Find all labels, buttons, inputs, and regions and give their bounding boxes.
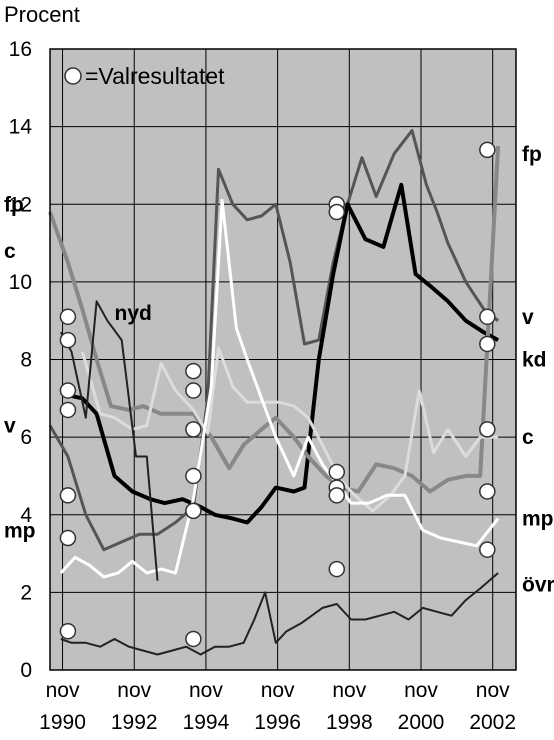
plot-border (49, 48, 517, 671)
election-point (185, 382, 202, 399)
series-line-v (63, 182, 500, 525)
election-point (59, 331, 77, 349)
grid (50, 49, 516, 670)
x-tick-month: nov (46, 679, 80, 702)
election-point (328, 203, 346, 221)
election-point (59, 487, 77, 504)
election-point (59, 401, 77, 419)
x-tick-year: 1990 (39, 711, 86, 734)
right-series-label: v (522, 306, 534, 329)
series-lines (48, 129, 501, 656)
left-series-label: v (4, 414, 16, 437)
election-point (479, 308, 496, 326)
series-line-ovr (60, 572, 499, 656)
x-tick-month: nov (404, 679, 438, 702)
series-line-fp (48, 129, 500, 552)
y-tick-label: 10 (9, 271, 32, 294)
right-series-label: övr (522, 574, 554, 597)
right-series-label: fp (522, 143, 542, 166)
x-tick-year: 2002 (469, 711, 516, 734)
x-tick-month: nov (261, 679, 295, 702)
y-tick-label: 4 (20, 504, 32, 527)
x-tick-year: 1996 (254, 711, 301, 734)
y-tick-label: 16 (9, 38, 32, 61)
x-tick-month: nov (332, 679, 366, 702)
x-tick-month: nov (189, 679, 223, 702)
y-tick-label: 12 (9, 193, 32, 216)
election-point (479, 335, 496, 353)
legend: =Valresultatet (64, 63, 225, 89)
y-tick-label: 2 (20, 581, 32, 604)
left-series-label: fp (4, 193, 24, 216)
election-point (59, 308, 77, 326)
right-series-label: kd (522, 349, 547, 372)
election-point (328, 487, 346, 504)
x-tick-year: 2000 (398, 711, 445, 734)
election-point (479, 541, 496, 558)
y-tick-label: 14 (9, 116, 33, 139)
y-ticks: 0 2 4 6 8 10 12 14 16 (9, 38, 33, 682)
legend-marker (64, 67, 82, 85)
x-tick-year: 1998 (326, 711, 373, 734)
series-labels: fp c v mp fp v kd c mp övr nyd (4, 143, 554, 597)
election-point (185, 421, 202, 438)
legend-label: =Valresultatet (85, 63, 225, 89)
series-line-kd (80, 346, 499, 513)
right-series-label: mp (522, 508, 554, 531)
x-tick-year: 1992 (111, 711, 158, 734)
election-point (59, 382, 77, 399)
election-point (185, 467, 202, 485)
x-tick-month: nov (476, 679, 510, 702)
election-point (185, 362, 202, 380)
election-point (185, 502, 202, 520)
series-line-nyd (59, 300, 159, 581)
x-tick-year: 1994 (183, 711, 230, 734)
x-ticks: nov 1990 nov 1992 nov 1994 nov 1996 nov 1998 nov 20… (39, 679, 516, 734)
election-point (185, 630, 202, 648)
left-series-label: mp (4, 519, 36, 542)
election-point (479, 483, 496, 500)
election-point (328, 463, 346, 481)
y-tick-label: 6 (20, 426, 32, 449)
election-result-markers (59, 141, 496, 648)
election-point (479, 141, 496, 159)
left-series-label: c (4, 240, 16, 263)
y-tick-label: 0 (20, 659, 32, 682)
election-point (328, 560, 346, 578)
right-series-label: c (522, 426, 534, 449)
x-tick-month: nov (117, 679, 151, 702)
series-line-c (48, 145, 501, 494)
election-point (59, 529, 77, 547)
series-line-mp (59, 198, 500, 579)
y-tick-label: 8 (20, 349, 32, 372)
inline-series-label: nyd (115, 302, 152, 325)
y-axis-label: Procent (4, 2, 80, 27)
election-point (479, 421, 496, 438)
election-point (59, 622, 77, 640)
